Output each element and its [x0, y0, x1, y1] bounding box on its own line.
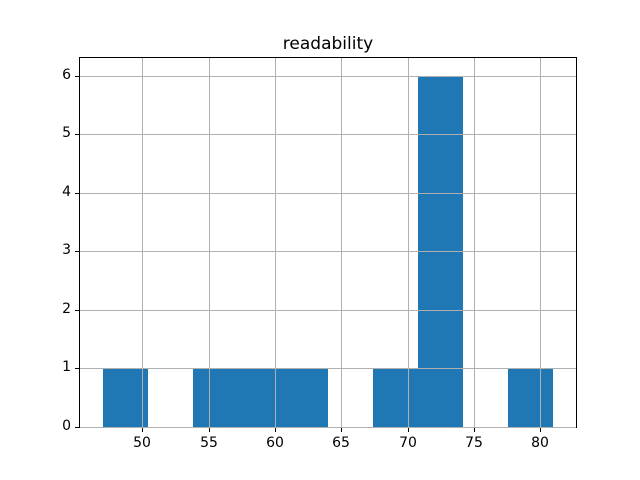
histogram-bar — [508, 368, 553, 427]
chart-title: readability — [282, 34, 374, 54]
plot-area — [79, 57, 577, 428]
histogram-bar — [193, 368, 238, 427]
gridline — [80, 310, 576, 311]
x-tick-label: 70 — [399, 435, 417, 451]
gridline — [275, 58, 276, 427]
histogram-bar — [283, 368, 328, 427]
gridline — [80, 427, 576, 428]
gridline — [142, 58, 143, 427]
x-tick-mark — [540, 428, 541, 432]
gridline — [540, 58, 541, 427]
gridline — [80, 368, 576, 369]
gridline — [209, 58, 210, 427]
gridline — [80, 134, 576, 135]
y-tick-mark — [75, 76, 79, 77]
x-tick-label: 65 — [332, 435, 350, 451]
x-tick-mark — [142, 428, 143, 432]
histogram-bar — [373, 368, 418, 427]
y-tick-mark — [75, 193, 79, 194]
y-tick-mark — [75, 427, 79, 428]
y-tick-label: 0 — [62, 418, 71, 434]
y-tick-label: 3 — [62, 242, 71, 258]
y-tick-label: 1 — [62, 359, 71, 375]
x-tick-mark — [408, 428, 409, 432]
y-tick-label: 6 — [62, 67, 71, 83]
x-tick-label: 55 — [200, 435, 218, 451]
gridline — [408, 58, 409, 427]
y-tick-label: 2 — [62, 301, 71, 317]
x-tick-mark — [474, 428, 475, 432]
gridline — [80, 76, 576, 77]
gridline — [341, 58, 342, 427]
gridline — [80, 193, 576, 194]
x-tick-mark — [341, 428, 342, 432]
x-tick-label: 50 — [133, 435, 151, 451]
gridline — [474, 58, 475, 427]
y-tick-mark — [75, 310, 79, 311]
grid-layer — [80, 58, 576, 428]
y-tick-label: 5 — [62, 125, 71, 141]
x-tick-mark — [209, 428, 210, 432]
y-tick-mark — [75, 251, 79, 252]
x-tick-label: 75 — [465, 435, 483, 451]
histogram-bar — [103, 368, 148, 427]
x-tick-mark — [275, 428, 276, 432]
gridline — [80, 251, 576, 252]
x-tick-label: 80 — [531, 435, 549, 451]
x-tick-label: 60 — [266, 435, 284, 451]
y-tick-label: 4 — [62, 184, 71, 200]
y-tick-mark — [75, 368, 79, 369]
y-tick-mark — [75, 134, 79, 135]
